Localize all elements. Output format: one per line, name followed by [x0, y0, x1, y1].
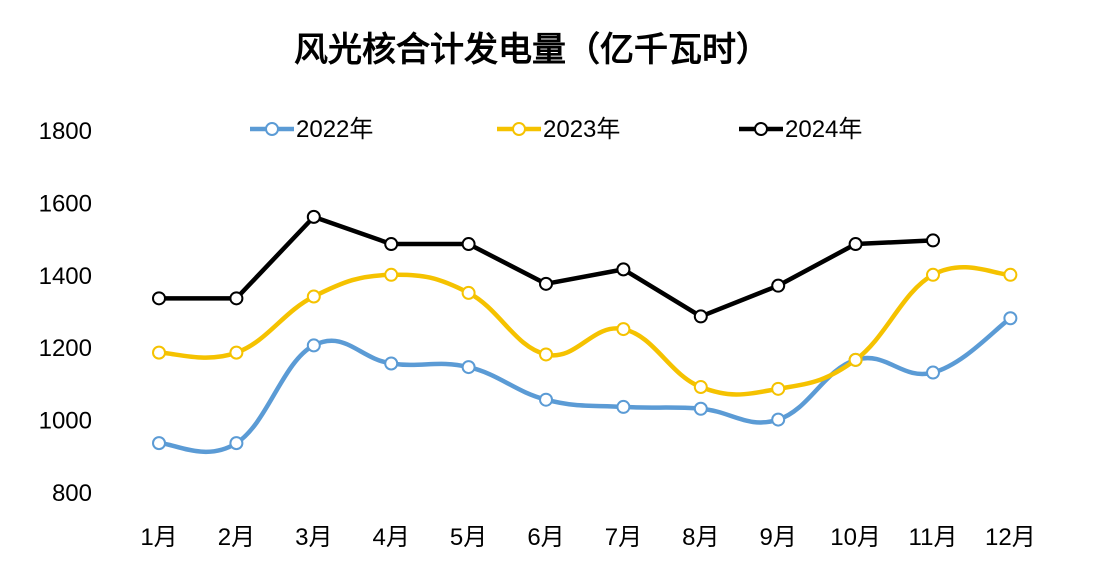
- data-point: [539, 347, 553, 362]
- data-point: [306, 209, 321, 224]
- series-line: [156, 214, 936, 319]
- series-line: [156, 315, 1013, 455]
- y-tick-label: 1400: [39, 263, 92, 290]
- data-point: [384, 267, 399, 282]
- data-point: [384, 237, 399, 252]
- x-tick-label: 3月: [295, 524, 332, 551]
- y-tick-label: 1600: [39, 190, 92, 217]
- data-point: [926, 267, 940, 282]
- x-tick-label: 2月: [218, 524, 255, 551]
- legend-marker: [512, 122, 526, 136]
- series-2024年: [152, 209, 940, 324]
- plot-area: [152, 209, 1018, 455]
- data-point: [306, 338, 321, 353]
- data-point: [229, 345, 244, 360]
- data-point: [229, 291, 244, 306]
- data-point: [848, 352, 863, 367]
- x-tick-label: 6月: [527, 524, 564, 551]
- legend: 2022年 2023年 2024年: [250, 116, 862, 143]
- legend-item: 2023年: [497, 116, 620, 143]
- x-tick-label: 5月: [450, 524, 487, 551]
- data-point: [1003, 311, 1018, 326]
- y-tick-label: 1800: [39, 118, 92, 145]
- x-tick-label: 10月: [830, 524, 881, 551]
- data-point: [152, 291, 166, 306]
- data-point: [306, 289, 321, 304]
- legend-label: 2024年: [785, 116, 862, 143]
- data-point: [539, 392, 553, 407]
- y-tick-label: 1200: [39, 335, 92, 362]
- data-point: [926, 233, 940, 248]
- legend-label: 2022年: [296, 116, 373, 143]
- data-point: [693, 401, 708, 416]
- x-tick-label: 8月: [682, 524, 719, 551]
- data-point: [229, 436, 244, 451]
- data-point: [848, 237, 863, 252]
- data-point: [461, 360, 476, 375]
- y-axis: 800 1000 1200 1400 1600 1800: [39, 118, 92, 507]
- legend-label: 2023年: [543, 116, 620, 143]
- x-tick-label: 9月: [760, 524, 797, 551]
- data-point: [693, 380, 708, 395]
- legend-item: 2024年: [739, 116, 862, 143]
- x-tick-label: 7月: [605, 524, 642, 551]
- series-line: [156, 265, 1013, 397]
- x-tick-label: 4月: [373, 524, 410, 551]
- data-point: [616, 262, 631, 277]
- data-point: [616, 399, 631, 414]
- data-point: [771, 278, 786, 293]
- x-tick-label: 12月: [985, 524, 1036, 551]
- data-point: [461, 237, 476, 252]
- series-2023年: [152, 265, 1018, 397]
- x-axis: 1月 2月 3月 4月 5月 6月 7月 8月 9月 10月 11月 12月: [140, 524, 1035, 551]
- data-point: [539, 276, 553, 291]
- x-tick-label: 1月: [140, 524, 177, 551]
- data-point: [693, 309, 708, 324]
- series-2022年: [152, 311, 1018, 455]
- legend-item: 2022年: [250, 116, 373, 143]
- legend-marker: [754, 122, 768, 136]
- data-point: [771, 412, 786, 427]
- data-point: [384, 356, 399, 371]
- y-tick-label: 1000: [39, 408, 92, 435]
- y-tick-label: 800: [52, 480, 92, 507]
- data-point: [152, 436, 166, 451]
- data-point: [771, 381, 786, 396]
- data-point: [152, 345, 166, 360]
- data-point: [461, 285, 476, 300]
- legend-marker: [265, 122, 279, 136]
- data-point: [616, 322, 631, 337]
- data-point: [926, 365, 940, 380]
- data-point: [1003, 267, 1018, 282]
- chart-title: 风光核合计发电量（亿千瓦时）: [294, 30, 770, 70]
- x-tick-label: 11月: [909, 524, 958, 551]
